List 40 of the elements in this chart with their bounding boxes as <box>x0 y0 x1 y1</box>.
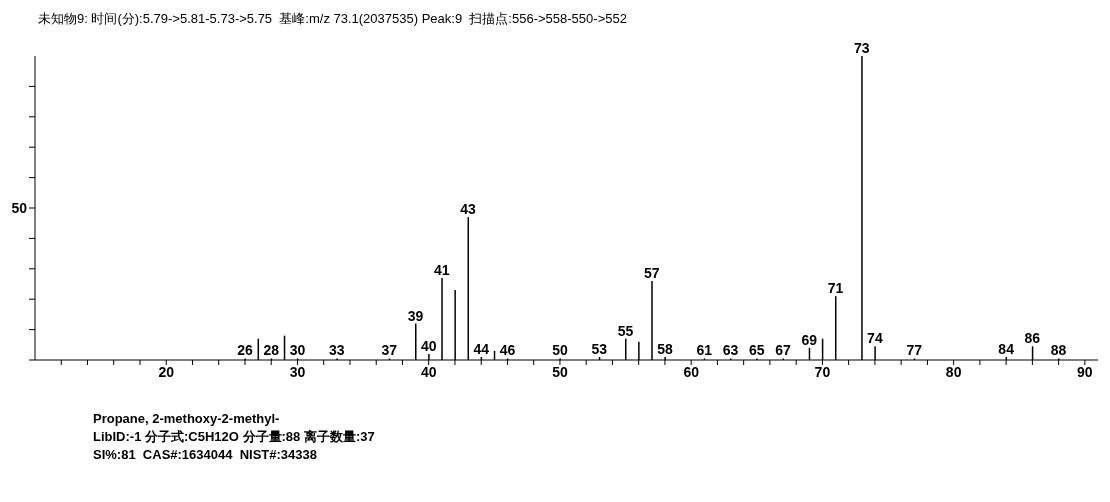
annotation: 50 <box>552 342 568 359</box>
annotation: 69 <box>801 331 818 348</box>
annotation: 57 <box>644 264 660 281</box>
x-tick-label: 70 <box>814 363 831 380</box>
annotation: 58 <box>657 340 673 357</box>
annotation: 26 <box>237 342 253 359</box>
annotation: 67 <box>775 342 792 359</box>
x-tick-label: 20 <box>158 363 175 380</box>
annotation: 44 <box>473 340 490 357</box>
annotation: 55 <box>617 322 634 339</box>
annotation: 61 <box>696 342 713 359</box>
annotation: 37 <box>381 342 398 359</box>
annotation: 39 <box>407 307 424 324</box>
annotation: 84 <box>998 340 1015 357</box>
text: LibID:-1 分子式:C5H12O 分子量:88 离子数量:37 <box>93 428 376 446</box>
annotation: 43 <box>460 201 477 218</box>
annotation: 63 <box>722 342 739 359</box>
annotation: 88 <box>1050 342 1067 359</box>
x-tick-label: 80 <box>945 363 962 380</box>
annotation: 74 <box>867 330 883 347</box>
text: SI%:81 CAS#:1634044 NIST#:34338 <box>93 446 318 464</box>
text: Propane, 2-methoxy-2-methyl- <box>93 410 281 428</box>
annotation: 30 <box>289 342 306 359</box>
chart-title: 未知物9: 时间(分):5.79->5.81-5.73->5.75 基峰:m/z 73.1(2037535) Peak:9 扫描点:556->558-550->552 <box>37 10 628 28</box>
x-tick-label: 40 <box>420 363 437 380</box>
annotation: 28 <box>263 342 280 359</box>
annotation: 71 <box>827 280 844 297</box>
annotation: 73 <box>853 40 870 56</box>
annotation: 41 <box>434 261 450 278</box>
x-tick-label: 60 <box>683 363 700 380</box>
annotation: 86 <box>1024 330 1041 347</box>
x-tick-label: 90 <box>1077 363 1093 380</box>
annotation: 33 <box>329 342 345 359</box>
annotation: 65 <box>749 342 765 359</box>
annotation: 40 <box>420 337 437 354</box>
annotation: 46 <box>499 342 516 359</box>
annotation: 53 <box>591 340 608 357</box>
annotation: 77 <box>906 342 923 359</box>
x-tick-label: 50 <box>552 363 568 380</box>
x-tick-label: 30 <box>289 363 306 380</box>
